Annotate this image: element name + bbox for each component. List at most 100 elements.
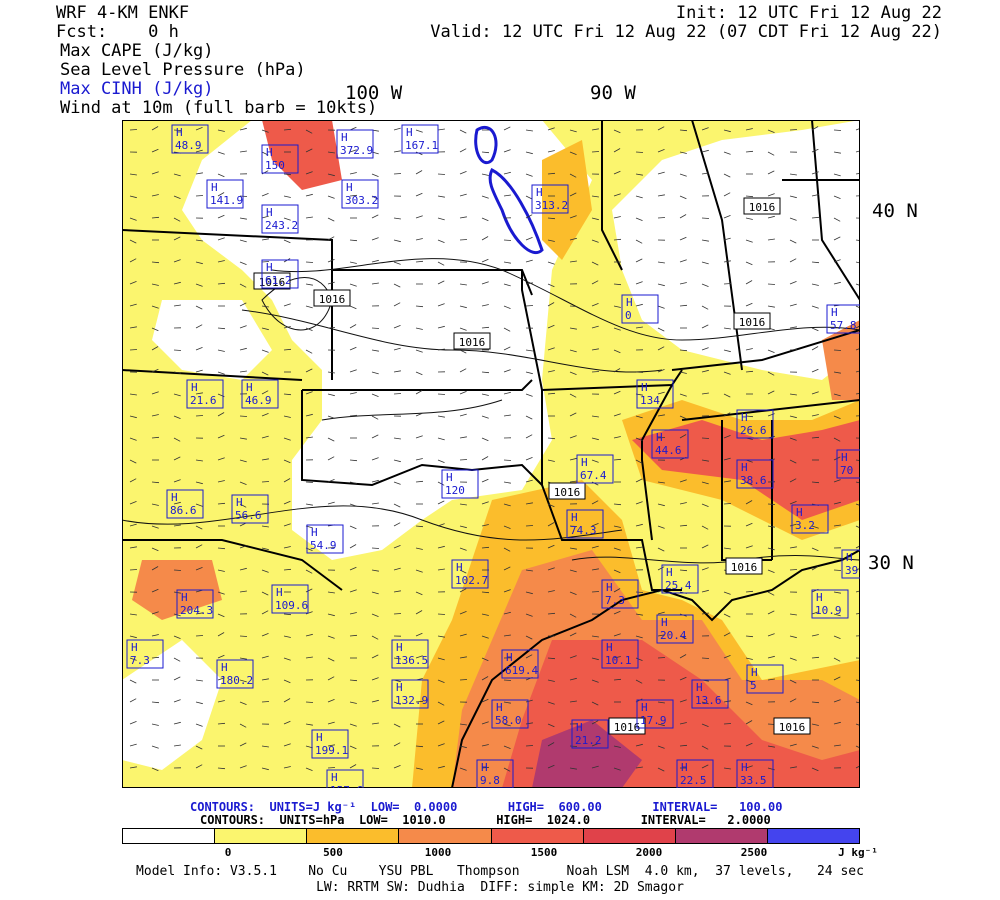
wind-barb xyxy=(657,171,665,175)
wind-barb xyxy=(195,481,203,485)
wind-barb xyxy=(833,635,841,639)
wind-barb xyxy=(459,547,467,551)
wind-barb xyxy=(679,304,688,307)
wind-barb xyxy=(261,547,269,551)
wind-barb xyxy=(349,745,357,750)
wind-barb xyxy=(811,566,819,571)
wind-barb xyxy=(305,413,313,417)
wind-barb xyxy=(503,745,511,749)
wind-barb xyxy=(217,547,226,550)
wind-barb xyxy=(393,522,401,527)
wind-barb xyxy=(327,613,335,617)
wind-barb xyxy=(679,371,687,374)
wind-barb xyxy=(415,170,423,175)
wind-barb xyxy=(701,347,709,351)
wind-barb xyxy=(239,679,247,683)
wind-barb xyxy=(349,701,357,704)
wind-barb xyxy=(283,720,291,725)
wind-barb xyxy=(657,437,666,439)
pressure-label: 1016 xyxy=(453,332,491,350)
wind-barb xyxy=(503,149,511,153)
svg-text:H: H xyxy=(246,381,253,394)
wind-barb xyxy=(591,348,599,351)
wind-barb xyxy=(459,459,468,461)
wind-barb xyxy=(437,128,445,131)
wind-barb xyxy=(437,459,445,463)
wind-barb xyxy=(283,698,291,703)
wind-barb xyxy=(481,676,489,681)
wind-barb xyxy=(239,239,247,243)
wind-barb xyxy=(701,217,710,219)
wind-barb xyxy=(569,371,577,375)
wind-barb xyxy=(635,478,643,483)
wind-barb xyxy=(349,346,357,351)
wind-barb xyxy=(305,503,313,506)
wind-barb xyxy=(833,721,841,725)
wind-barb xyxy=(657,217,666,219)
wind-barb xyxy=(723,723,732,725)
wind-barb xyxy=(349,149,357,153)
wind-barb xyxy=(459,611,467,615)
wind-barb xyxy=(789,478,797,483)
wind-barb xyxy=(437,481,445,486)
svg-text:102.7: 102.7 xyxy=(455,574,488,587)
wind-barb xyxy=(173,236,181,241)
wind-barb xyxy=(657,503,665,507)
svg-text:132.9: 132.9 xyxy=(395,694,428,707)
wind-barb xyxy=(327,676,335,681)
wind-barb xyxy=(283,195,291,198)
wind-barb xyxy=(833,613,841,617)
wind-barb xyxy=(371,635,379,640)
svg-text:H: H xyxy=(406,126,413,139)
init-time: Init: 12 UTC Fri 12 Aug 22 xyxy=(675,3,942,23)
wind-barb xyxy=(657,767,665,772)
wind-barb xyxy=(415,192,423,197)
wind-barb xyxy=(195,635,204,637)
wind-barb xyxy=(569,393,577,398)
wind-barb xyxy=(195,459,203,462)
wind-barb xyxy=(789,393,797,396)
cinh-contours xyxy=(474,126,544,254)
wind-barb xyxy=(591,568,599,571)
wind-barb xyxy=(679,699,687,703)
color-bin-1 xyxy=(215,829,308,843)
wind-barb xyxy=(569,327,577,330)
wind-barb xyxy=(613,413,621,417)
svg-text:141.9: 141.9 xyxy=(210,194,243,207)
wind-barb xyxy=(459,239,468,241)
svg-text:20.4: 20.4 xyxy=(660,629,687,642)
wind-barb xyxy=(635,635,643,639)
wind-barb xyxy=(503,239,512,241)
wind-barb xyxy=(767,170,775,175)
wind-barb xyxy=(547,437,556,440)
wind-barb xyxy=(151,503,159,506)
wind-barb xyxy=(723,632,731,637)
wind-barb xyxy=(833,501,841,505)
wind-barb xyxy=(503,261,511,264)
wind-barb xyxy=(723,349,731,353)
model-title: WRF 4-KM ENKF xyxy=(56,3,190,23)
wind-barb xyxy=(833,676,841,681)
cape-high-regions xyxy=(132,120,860,788)
wind-barb xyxy=(723,215,731,219)
wind-barb xyxy=(173,304,181,307)
wind-barb xyxy=(613,503,622,506)
wind-barb xyxy=(789,657,797,661)
cape-max-label: H44.6 xyxy=(651,429,689,459)
wind-barb xyxy=(371,349,379,352)
wind-barb xyxy=(591,128,599,131)
wind-barb xyxy=(217,237,225,241)
svg-text:H: H xyxy=(236,496,243,509)
wind-barb xyxy=(217,434,225,439)
wind-barb xyxy=(437,765,445,769)
wind-barb xyxy=(151,368,159,373)
valid-time: Valid: 12 UTC Fri 12 Aug 22 (07 CDT Fri … xyxy=(430,22,942,42)
wind-barb xyxy=(569,260,577,263)
wind-barb xyxy=(745,720,753,725)
wind-barb xyxy=(525,214,533,219)
cape-max-label: H58.0 xyxy=(491,699,529,729)
